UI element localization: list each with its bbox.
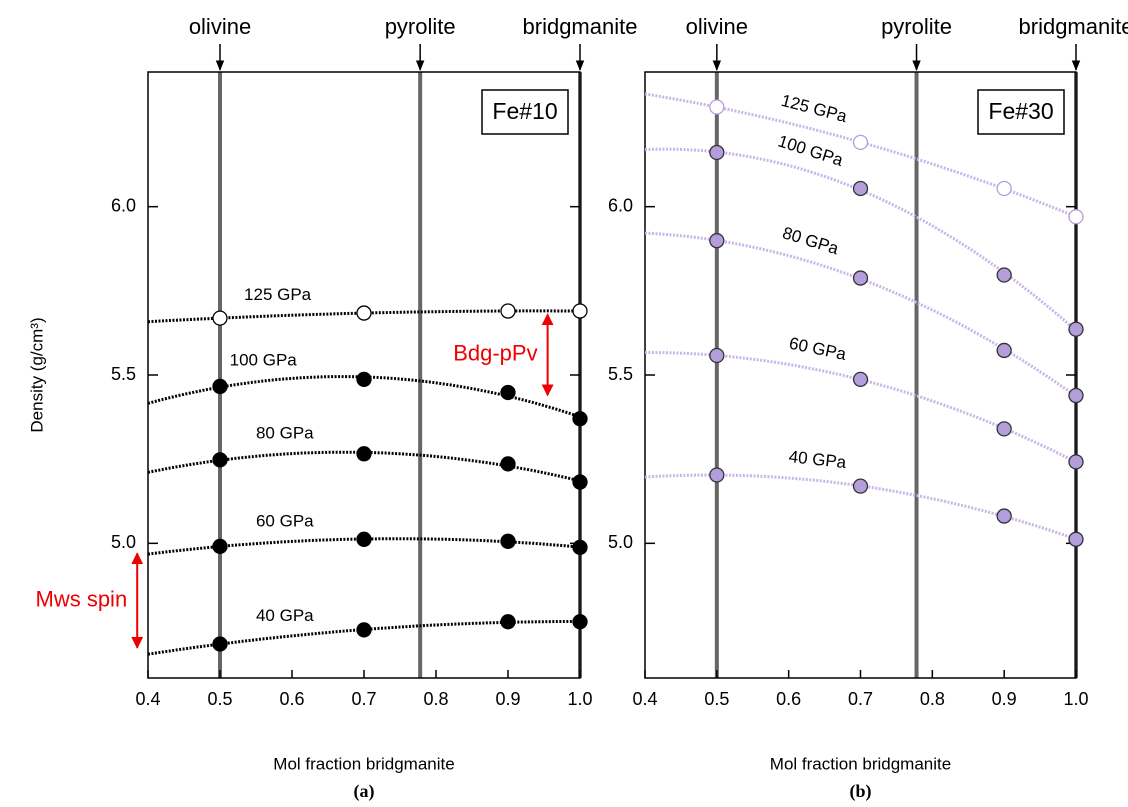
x-tick-label: 0.5 (207, 689, 232, 709)
data-point (852, 478, 869, 494)
x-tick-label: 0.9 (992, 689, 1017, 709)
x-tick-label: 0.8 (920, 689, 945, 709)
data-point (500, 384, 516, 401)
series-label: 100 GPa (230, 350, 298, 369)
x-axis-label: Mol fraction bridgmanite (273, 754, 454, 773)
data-point (1068, 321, 1084, 337)
data-point (1068, 531, 1084, 547)
data-point (356, 371, 372, 388)
data-point (212, 378, 228, 395)
data-point (852, 371, 869, 388)
x-tick-label: 0.7 (351, 689, 376, 709)
composition-label: bridgmanite (1019, 14, 1128, 39)
x-tick-label: 0.4 (632, 689, 657, 709)
x-tick-label: 0.6 (279, 689, 304, 709)
data-point (1068, 454, 1084, 470)
data-point (996, 180, 1012, 197)
composition-label: bridgmanite (523, 14, 638, 39)
series-label: 60 GPa (787, 334, 848, 364)
x-axis-label: Mol fraction bridgmanite (770, 754, 951, 773)
data-point (709, 144, 725, 161)
panel-label: Fe#30 (988, 98, 1053, 124)
panel-label: Fe#10 (492, 98, 557, 124)
data-point (996, 342, 1012, 359)
composition-label: pyrolite (385, 14, 456, 39)
y-axis-label: Density (g/cm³) (27, 317, 46, 432)
data-point (212, 452, 228, 468)
y-tick-label: 5.0 (608, 532, 633, 552)
series-label: 125 GPa (779, 91, 849, 126)
panel-label-box (481, 89, 569, 135)
data-point (572, 539, 588, 556)
data-point (996, 267, 1012, 283)
data-point (709, 467, 725, 483)
annotation-text: Mws spin (36, 586, 128, 611)
caption: (b) (850, 781, 872, 802)
series-label: 60 GPa (256, 511, 314, 530)
data-point (709, 233, 725, 249)
data-point (356, 531, 372, 547)
x-tick-label: 0.7 (848, 689, 873, 709)
data-point (212, 538, 228, 555)
x-tick-label: 1.0 (567, 689, 592, 709)
data-point (996, 421, 1012, 437)
x-tick-label: 0.8 (423, 689, 448, 709)
data-point (500, 614, 516, 630)
series-label: 80 GPa (780, 223, 841, 258)
series-label: 40 GPa (256, 606, 314, 625)
caption: (a) (354, 781, 375, 802)
y-tick-label: 6.0 (111, 195, 136, 215)
y-tick-label: 5.5 (111, 364, 136, 384)
data-point (852, 134, 869, 151)
panel-label-box (977, 89, 1065, 135)
series-label: 125 GPa (244, 285, 312, 304)
data-point (1068, 387, 1084, 404)
data-point (572, 411, 588, 427)
data-point (356, 446, 372, 462)
data-point (709, 347, 725, 364)
series-label: 40 GPa (788, 447, 848, 472)
data-point (212, 636, 228, 652)
y-tick-label: 5.5 (608, 364, 633, 384)
x-tick-label: 0.9 (495, 689, 520, 709)
series-label: 80 GPa (256, 424, 314, 443)
data-point (996, 508, 1012, 524)
composition-label: olivine (686, 14, 748, 39)
data-point (500, 456, 516, 472)
data-point (212, 310, 228, 326)
data-point (572, 303, 588, 319)
data-point (500, 533, 516, 549)
data-point (709, 99, 725, 115)
x-tick-label: 1.0 (1063, 689, 1088, 709)
x-tick-label: 0.5 (704, 689, 729, 709)
data-point (500, 303, 516, 319)
series-label: 100 GPa (776, 131, 846, 170)
annotation-text: Bdg-pPv (453, 341, 537, 366)
data-point (852, 180, 869, 197)
data-point (1068, 209, 1084, 225)
x-tick-label: 0.6 (776, 689, 801, 709)
composition-label: olivine (189, 14, 251, 39)
data-point (572, 614, 588, 630)
data-point (356, 622, 372, 638)
y-tick-label: 6.0 (608, 195, 633, 215)
data-point (572, 474, 588, 490)
data-point (356, 305, 372, 321)
data-point (852, 270, 869, 286)
fit-curve (645, 351, 1077, 464)
x-tick-label: 0.4 (135, 689, 160, 709)
y-tick-label: 5.0 (111, 532, 136, 552)
composition-label: pyrolite (881, 14, 952, 39)
